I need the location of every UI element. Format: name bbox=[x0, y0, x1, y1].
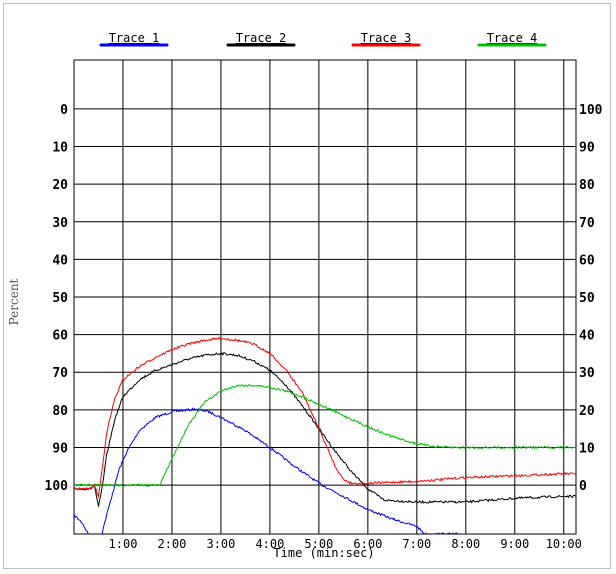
y-axis-label: Percent bbox=[7, 278, 21, 325]
y-left-tick-label: 60 bbox=[52, 329, 68, 344]
y-left-tick-label: 100 bbox=[45, 479, 69, 494]
series-line-trace-2 bbox=[74, 352, 576, 507]
x-tick-label: 6:00 bbox=[353, 537, 382, 551]
axes: 1:00 2:00 3:00 4:00 5:00 6:00 7:00 8:00 9:00 10:0… bbox=[45, 103, 603, 551]
legend-label: Trace 1 bbox=[109, 31, 160, 45]
legend-label: Trace 3 bbox=[361, 31, 412, 45]
y-left-tick-label: 20 bbox=[52, 178, 68, 193]
line-chart: Trace 1 Trace 2 Trace 3 Trace 4 1:00 2:00 3:0… bbox=[7, 31, 603, 560]
y-right-tick-label: 30 bbox=[579, 366, 595, 381]
legend-label: Trace 4 bbox=[487, 31, 538, 45]
x-tick-label: 10:00 bbox=[546, 537, 582, 551]
legend-label: Trace 2 bbox=[236, 31, 287, 45]
y-left-tick-label: 40 bbox=[52, 253, 68, 268]
x-tick-label: 1:00 bbox=[109, 537, 138, 551]
y-right-tick-label: 20 bbox=[579, 404, 595, 419]
y-right-tick-label: 10 bbox=[579, 441, 595, 456]
x-tick-label: 5:00 bbox=[304, 537, 333, 551]
series-line-trace-4 bbox=[74, 384, 576, 487]
y-left-tick-label: 90 bbox=[52, 441, 68, 456]
y-right-tick-label: 100 bbox=[579, 103, 603, 118]
x-tick-label: 2:00 bbox=[157, 537, 186, 551]
chart-frame: Trace 1 Trace 2 Trace 3 Trace 4 1:00 2:00 3:0… bbox=[3, 3, 611, 569]
y-left-tick-label: 50 bbox=[52, 291, 68, 306]
series-line-trace-1 bbox=[74, 407, 458, 534]
x-tick-label: 4:00 bbox=[255, 537, 284, 551]
grid bbox=[73, 59, 577, 535]
y-left-tick-label: 70 bbox=[52, 366, 68, 381]
y-right-tick-label: 90 bbox=[579, 141, 595, 156]
x-tick-label: 3:00 bbox=[206, 537, 235, 551]
y-right-tick-label: 0 bbox=[579, 479, 587, 494]
y-left-tick-label: 10 bbox=[52, 141, 68, 156]
y-left-tick-label: 0 bbox=[60, 103, 68, 118]
series-lines bbox=[74, 336, 576, 534]
y-right-tick-label: 60 bbox=[579, 253, 595, 268]
y-right-tick-label: 40 bbox=[579, 329, 595, 344]
x-axis-label: Time (min:sec) bbox=[273, 546, 374, 560]
series-line-trace-3 bbox=[74, 336, 576, 499]
x-tick-label: 8:00 bbox=[451, 537, 480, 551]
y-right-tick-label: 70 bbox=[579, 216, 595, 231]
y-left-tick-label: 30 bbox=[52, 216, 68, 231]
y-right-tick-label: 80 bbox=[579, 178, 595, 193]
x-tick-label: 9:00 bbox=[500, 537, 529, 551]
x-tick-label: 7:00 bbox=[402, 537, 431, 551]
y-right-tick-label: 50 bbox=[579, 291, 595, 306]
legend: Trace 1 Trace 2 Trace 3 Trace 4 bbox=[99, 31, 547, 47]
y-left-tick-label: 80 bbox=[52, 404, 68, 419]
